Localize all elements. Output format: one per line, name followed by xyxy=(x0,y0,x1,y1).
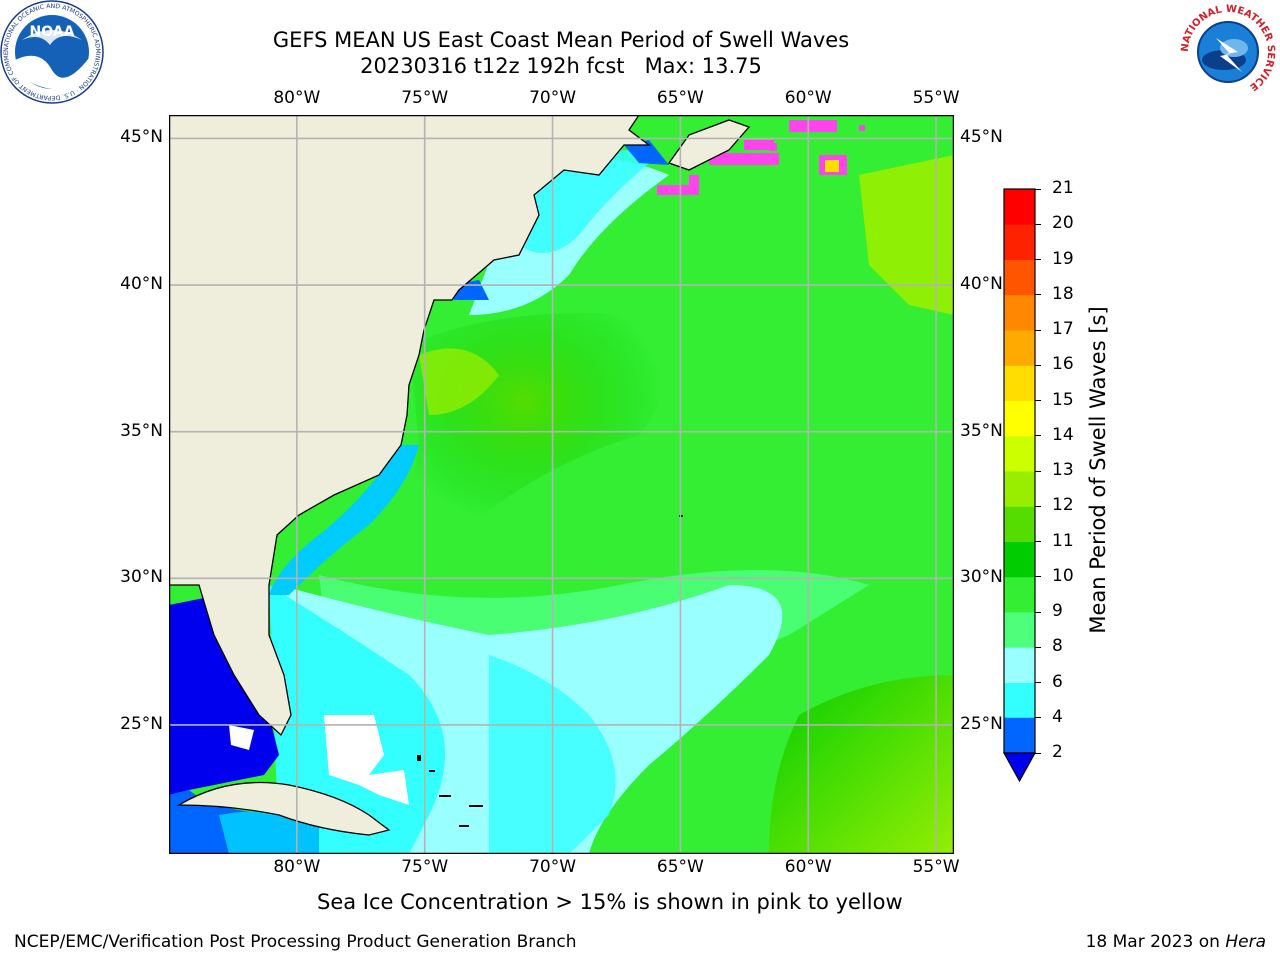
lat-tick-label-right: 30°N xyxy=(960,567,1003,588)
colorbar-cell xyxy=(1004,682,1035,719)
lon-tick-label-top: 80°W xyxy=(273,88,321,108)
map-subtitle: 20230316 t12z 192h fcst Max: 13.75 xyxy=(360,54,762,78)
lon-tick-label-top: 75°W xyxy=(401,88,449,108)
colorbar-tick-label: 16 xyxy=(1052,354,1074,375)
colorbar-tick-mark xyxy=(1035,188,1041,190)
colorbar-tick-mark xyxy=(1035,329,1041,331)
land-cuba xyxy=(176,781,391,836)
colorbar-tick-label: 12 xyxy=(1052,495,1074,516)
colorbar-cell xyxy=(1004,612,1035,648)
colorbar-tick-label: 2 xyxy=(1052,742,1063,762)
colorbar xyxy=(1002,188,1037,783)
colorbar-tick-label: 18 xyxy=(1052,283,1074,304)
colorbar-tick-mark xyxy=(1035,576,1041,578)
colorbar-tick-label: 13 xyxy=(1052,460,1074,480)
lon-tick-label-top: 65°W xyxy=(656,88,704,108)
colorbar-tick-label: 20 xyxy=(1052,213,1074,234)
lat-tick-label-left: 35°N xyxy=(120,420,163,441)
colorbar-cell xyxy=(1004,259,1035,296)
map-title: GEFS MEAN US East Coast Mean Period of S… xyxy=(272,28,850,52)
swell-period-map xyxy=(169,115,954,854)
colorbar-tick-mark xyxy=(1035,611,1041,613)
lon-tick-label-bottom: 60°W xyxy=(784,857,832,877)
footer-producer: NCEP/EMC/Verification Post Processing Pr… xyxy=(14,932,577,952)
colorbar-cell xyxy=(1004,541,1035,578)
lon-tick-label-top: 60°W xyxy=(784,88,832,108)
ocean-field-high-period-southeast xyxy=(769,675,954,854)
colorbar-tick-label: 8 xyxy=(1052,636,1063,657)
nws-logo: NATIONAL WEATHER SERVICE xyxy=(1178,2,1278,102)
sea-ice-note: Sea Ice Concentration > 15% is shown in … xyxy=(317,890,903,914)
lon-tick-label-bottom: 55°W xyxy=(912,857,960,877)
colorbar-tick-label: 10 xyxy=(1052,565,1074,586)
sea-ice-pixels xyxy=(657,120,865,195)
colorbar-tick-mark xyxy=(1035,717,1041,719)
lon-tick-label-bottom: 75°W xyxy=(401,857,449,877)
colorbar-tick-label: 19 xyxy=(1052,248,1074,269)
lon-tick-label-bottom: 70°W xyxy=(529,857,577,877)
lat-tick-label-left: 45°N xyxy=(120,127,163,148)
map-frame xyxy=(169,115,954,854)
colorbar-tick-mark xyxy=(1035,259,1041,260)
colorbar-tick-mark xyxy=(1035,541,1041,542)
map-gridlines xyxy=(169,115,954,854)
colorbar-cell xyxy=(1004,717,1035,753)
colorbar-cell xyxy=(1004,224,1035,260)
lat-tick-label-right: 35°N xyxy=(960,420,1003,441)
ocean-field-coastal-strip xyxy=(269,445,419,595)
colorbar-tick-mark xyxy=(1035,435,1041,437)
colorbar-tick-label: 14 xyxy=(1052,424,1074,445)
colorbar-tick-mark xyxy=(1035,364,1041,366)
colorbar-cell xyxy=(1004,471,1035,507)
colorbar-label: Mean Period of Swell Waves [s] xyxy=(1086,306,1110,634)
colorbar-cell xyxy=(1004,189,1035,225)
colorbar-tick-mark xyxy=(1035,470,1041,472)
colorbar-tick-label: 17 xyxy=(1052,319,1074,339)
colorbar-tick-mark xyxy=(1035,294,1041,296)
ocean-field-high-period-north xyxy=(859,155,954,315)
colorbar-cell xyxy=(1004,506,1035,542)
lat-tick-label-right: 40°N xyxy=(960,274,1003,295)
colorbar-cell xyxy=(1004,435,1035,472)
lon-tick-label-top: 70°W xyxy=(529,88,577,108)
colorbar-tick-mark xyxy=(1035,682,1041,683)
footer-date: 18 Mar 2023 on Hera xyxy=(1085,932,1266,952)
colorbar-tick-label: 15 xyxy=(1052,389,1074,410)
colorbar-tick-mark xyxy=(1035,223,1041,225)
colorbar-tick-label: 11 xyxy=(1052,530,1074,551)
colorbar-cell xyxy=(1004,647,1035,683)
lat-tick-label-right: 45°N xyxy=(960,127,1003,148)
colorbar-tick-label: 9 xyxy=(1052,601,1063,621)
colorbar-under-extension xyxy=(1002,752,1037,783)
colorbar-cell xyxy=(1004,365,1035,401)
lon-tick-label-bottom: 65°W xyxy=(656,857,704,877)
colorbar-tick-mark xyxy=(1035,505,1041,507)
lat-tick-label-left: 25°N xyxy=(120,713,163,734)
colorbar-tick-label: 21 xyxy=(1052,178,1074,198)
noaa-logo: NATIONAL OCEANIC AND ATMOSPHERIC ADMINIS… xyxy=(0,0,104,104)
lon-tick-label-bottom: 80°W xyxy=(273,857,321,877)
colorbar-cell xyxy=(1004,576,1035,613)
ocean-field-gulf-of-mexico xyxy=(169,595,279,795)
lat-tick-label-left: 30°N xyxy=(120,567,163,588)
colorbar-cell xyxy=(1004,330,1035,366)
footer-machine: Hera xyxy=(1225,932,1266,952)
bahamas-missing-data xyxy=(324,715,409,805)
colorbar-tick-mark xyxy=(1035,400,1041,401)
colorbar-tick-label: 4 xyxy=(1052,706,1063,727)
colorbar-tick-label: 6 xyxy=(1052,671,1063,692)
lat-tick-label-left: 40°N xyxy=(120,274,163,295)
lat-tick-label-right: 25°N xyxy=(960,713,1003,734)
land-nova-scotia xyxy=(667,119,751,171)
colorbar-cell xyxy=(1004,400,1035,437)
colorbar-tick-mark xyxy=(1035,646,1041,648)
lon-tick-label-top: 55°W xyxy=(912,88,960,108)
colorbar-tick-mark xyxy=(1035,752,1041,754)
svg-text:NOAA: NOAA xyxy=(30,24,75,40)
colorbar-cell xyxy=(1004,294,1035,331)
